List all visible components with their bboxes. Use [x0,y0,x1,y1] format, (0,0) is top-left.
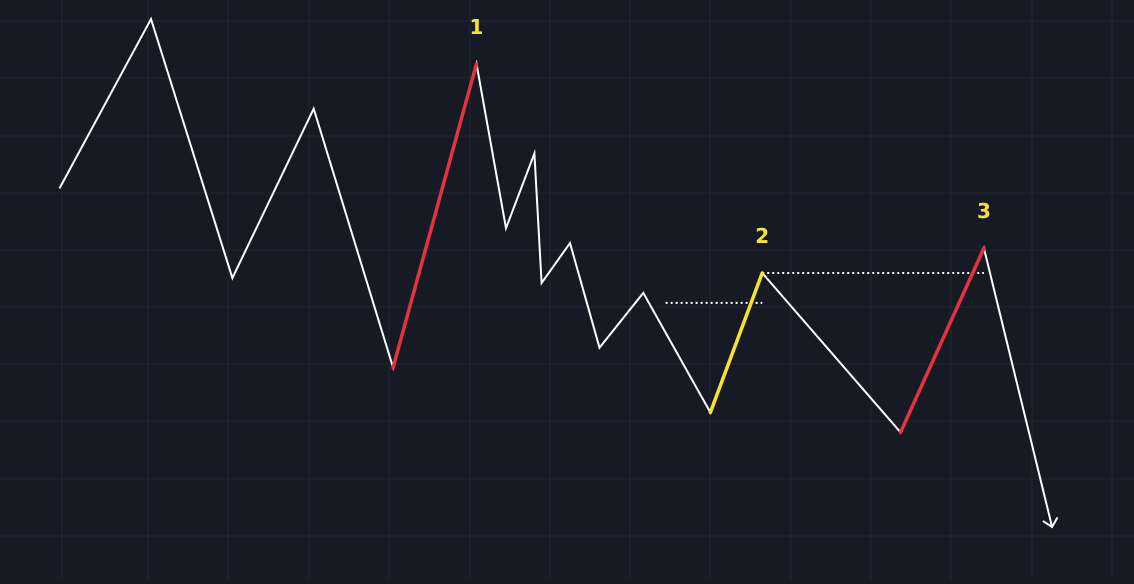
pullback-leg [708,271,764,415]
impulse-leg [898,246,986,435]
price-series [58,16,1059,529]
swing-labels: 1 2 3 [470,15,991,248]
swing-label-3: 3 [977,199,991,223]
arrow-head-icon [1042,516,1059,529]
price-line [58,16,1054,528]
swing-label-2: 2 [755,224,769,248]
reference-levels [665,272,984,304]
impulse-leg [391,62,479,370]
highlighted-legs [391,62,986,435]
swing-label-1: 1 [470,15,484,39]
